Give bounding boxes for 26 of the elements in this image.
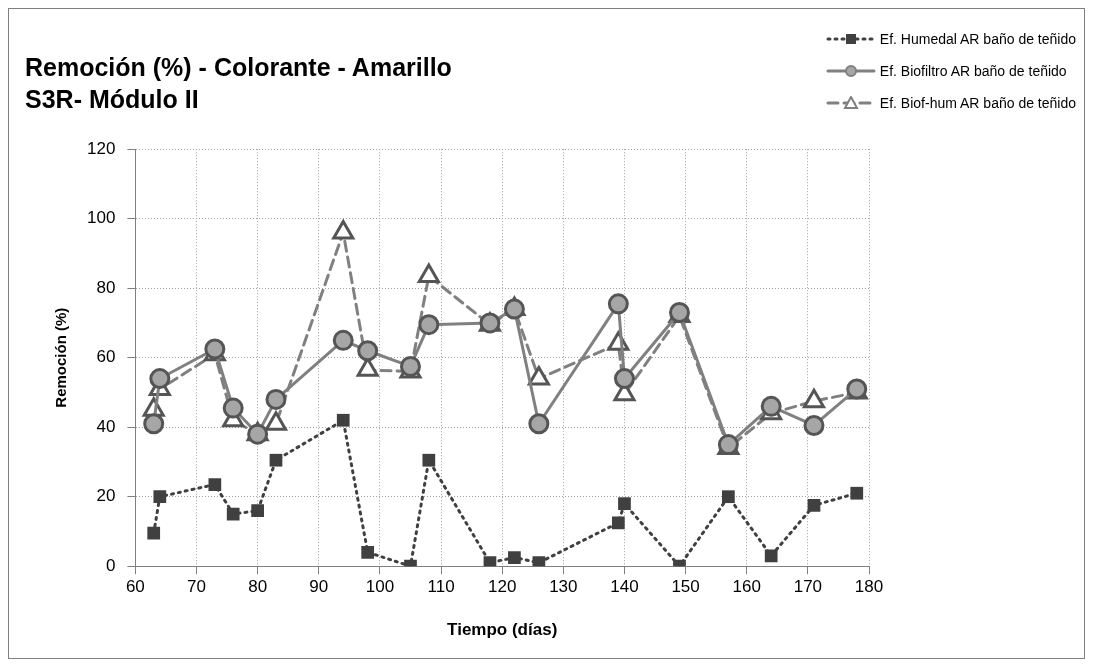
x-tick-label: 180 — [854, 577, 884, 597]
y-tick-label: 40 — [96, 416, 116, 436]
x-tick-label: 90 — [309, 577, 329, 597]
x-tick-label: 170 — [793, 577, 823, 597]
x-tick-label: 70 — [187, 577, 206, 597]
x-tick-label: 140 — [610, 577, 639, 597]
x-axis-title: Tiempo (días) — [447, 620, 558, 640]
y-tick-label: 60 — [96, 347, 116, 367]
chart-title: Remoción (%) - Colorante - Amarillo S3R- Módulo II — [24, 52, 453, 115]
y-axis-title: Remoción (%) — [52, 307, 70, 408]
y-tick-label: 120 — [86, 138, 116, 158]
y-tick-label: 100 — [86, 208, 116, 228]
x-tick-label: 60 — [125, 577, 145, 597]
legend-label: Ef. Biof-hum AR baño de teñido — [879, 95, 1076, 111]
x-tick-label: 150 — [671, 577, 700, 597]
y-tick-label: 20 — [96, 486, 116, 506]
y-tick-label: 0 — [105, 555, 116, 575]
x-tick-label: 80 — [248, 577, 268, 597]
x-tick-label: 100 — [365, 577, 395, 597]
legend-label: Ef. Biofiltro AR baño de teñido — [879, 63, 1067, 79]
x-tick-label: 130 — [549, 577, 578, 597]
y-tick-label: 80 — [96, 277, 116, 297]
legend-label: Ef. Humedal AR baño de teñido — [879, 31, 1076, 47]
x-tick-label: 110 — [427, 577, 455, 597]
x-tick-label: 120 — [487, 577, 517, 597]
x-tick-label: 160 — [732, 577, 761, 597]
